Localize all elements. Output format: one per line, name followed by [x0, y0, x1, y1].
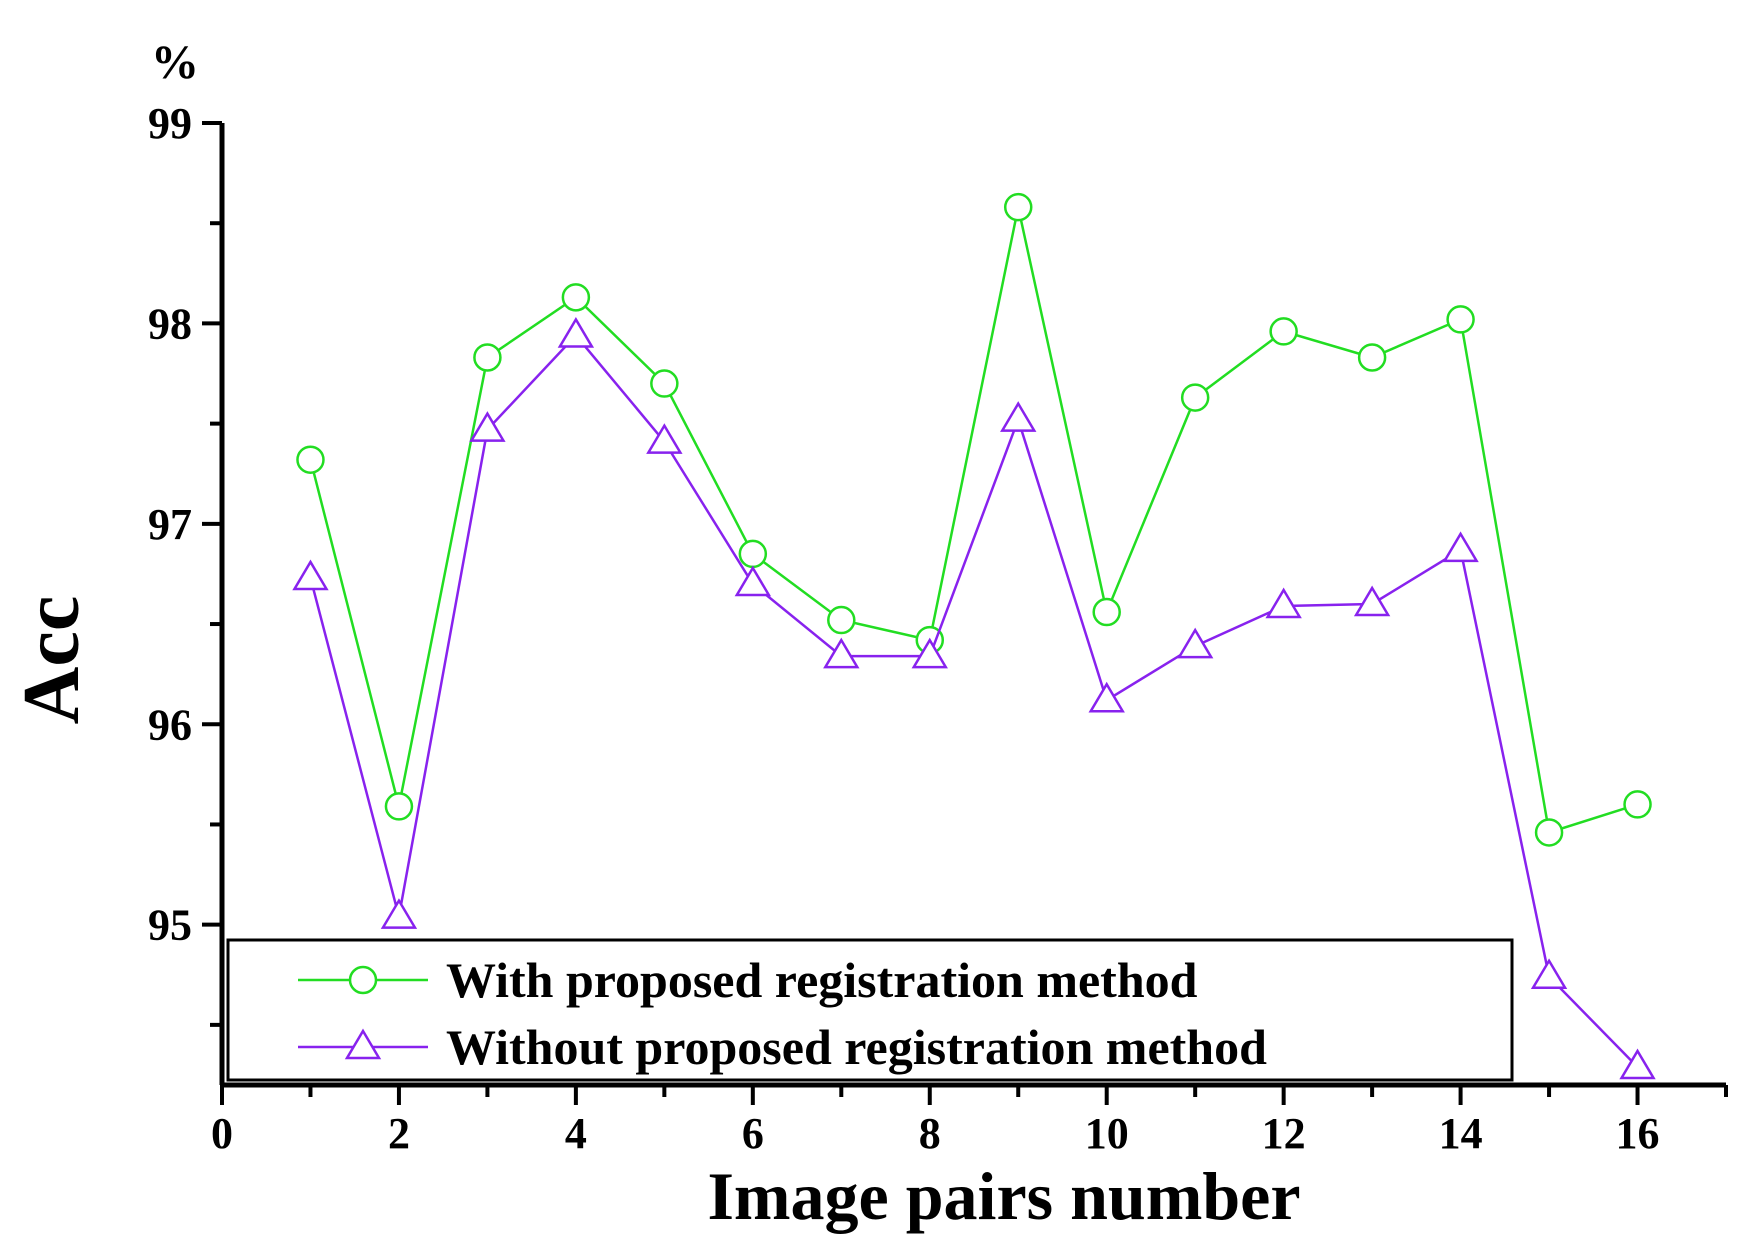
data-point: [561, 283, 591, 312]
y-tick-label: 97: [148, 500, 192, 549]
data-point: [1357, 343, 1387, 372]
y-ticks: 95 96 97 98 99: [148, 99, 222, 1027]
data-point: [1265, 587, 1302, 619]
x-tick-label: 12: [1262, 1109, 1306, 1158]
data-point: [646, 423, 683, 454]
y-axis-title: Acc: [8, 596, 96, 725]
data-point: [1000, 401, 1037, 432]
x-tick-label: 8: [919, 1109, 941, 1158]
data-point: [380, 898, 418, 929]
x-ticks: 0 2 4 6 8 10 12 14 16: [211, 1085, 1728, 1158]
y-tick-label: 96: [148, 700, 192, 749]
data-point: [1446, 305, 1475, 334]
data-point: [1003, 192, 1033, 222]
data-point: [1092, 597, 1121, 627]
series-line: [309, 206, 1638, 835]
legend-entry-without: Without proposed registration method: [298, 1019, 1267, 1075]
legend: With proposed registration method Withou…: [226, 938, 1514, 1082]
legend-box: [226, 938, 1514, 1082]
data-point: [473, 343, 502, 372]
data-point: [1619, 1048, 1656, 1080]
x-axis-title: Image pairs number: [707, 1158, 1300, 1234]
y-tick-label: 98: [148, 299, 192, 348]
data-point: [1623, 790, 1652, 819]
x-tick-label: 4: [565, 1109, 587, 1158]
y-tick-label: 95: [148, 901, 192, 950]
series-layer: [292, 192, 1656, 1080]
x-tick-label: 2: [388, 1109, 410, 1158]
data-point: [1176, 627, 1214, 659]
y-unit-label: %: [151, 36, 199, 89]
x-tick-label: 0: [211, 1109, 233, 1158]
data-point: [827, 605, 856, 635]
legend-marker-with: [348, 965, 378, 995]
data-point: [1180, 383, 1210, 412]
data-point: [738, 539, 768, 569]
data-point: [650, 369, 679, 398]
data-point: [1442, 531, 1479, 563]
legend-marker-without: [344, 1028, 382, 1060]
x-tick-label: 14: [1439, 1109, 1483, 1158]
x-tick-label: 10: [1085, 1109, 1129, 1158]
legend-label-with: With proposed registration method: [446, 952, 1198, 1008]
data-point: [734, 565, 772, 597]
data-point: [292, 559, 329, 591]
series-line: [309, 333, 1639, 1068]
data-point: [557, 316, 595, 348]
series-1: [296, 192, 1652, 847]
series-2: [292, 316, 1656, 1080]
data-point: [384, 792, 414, 821]
data-point: [911, 637, 948, 669]
data-point: [823, 637, 860, 669]
data-point: [1353, 585, 1391, 617]
data-point: [1534, 818, 1564, 847]
legend-label-without: Without proposed registration method: [446, 1019, 1267, 1075]
data-point: [1088, 681, 1125, 713]
data-point: [1269, 317, 1298, 346]
x-tick-label: 16: [1616, 1109, 1660, 1158]
data-point: [469, 411, 506, 442]
legend-entry-with: With proposed registration method: [298, 952, 1198, 1008]
data-point: [296, 445, 325, 474]
data-point: [1530, 958, 1568, 990]
x-tick-label: 6: [742, 1109, 764, 1158]
y-tick-label: 99: [148, 99, 192, 148]
